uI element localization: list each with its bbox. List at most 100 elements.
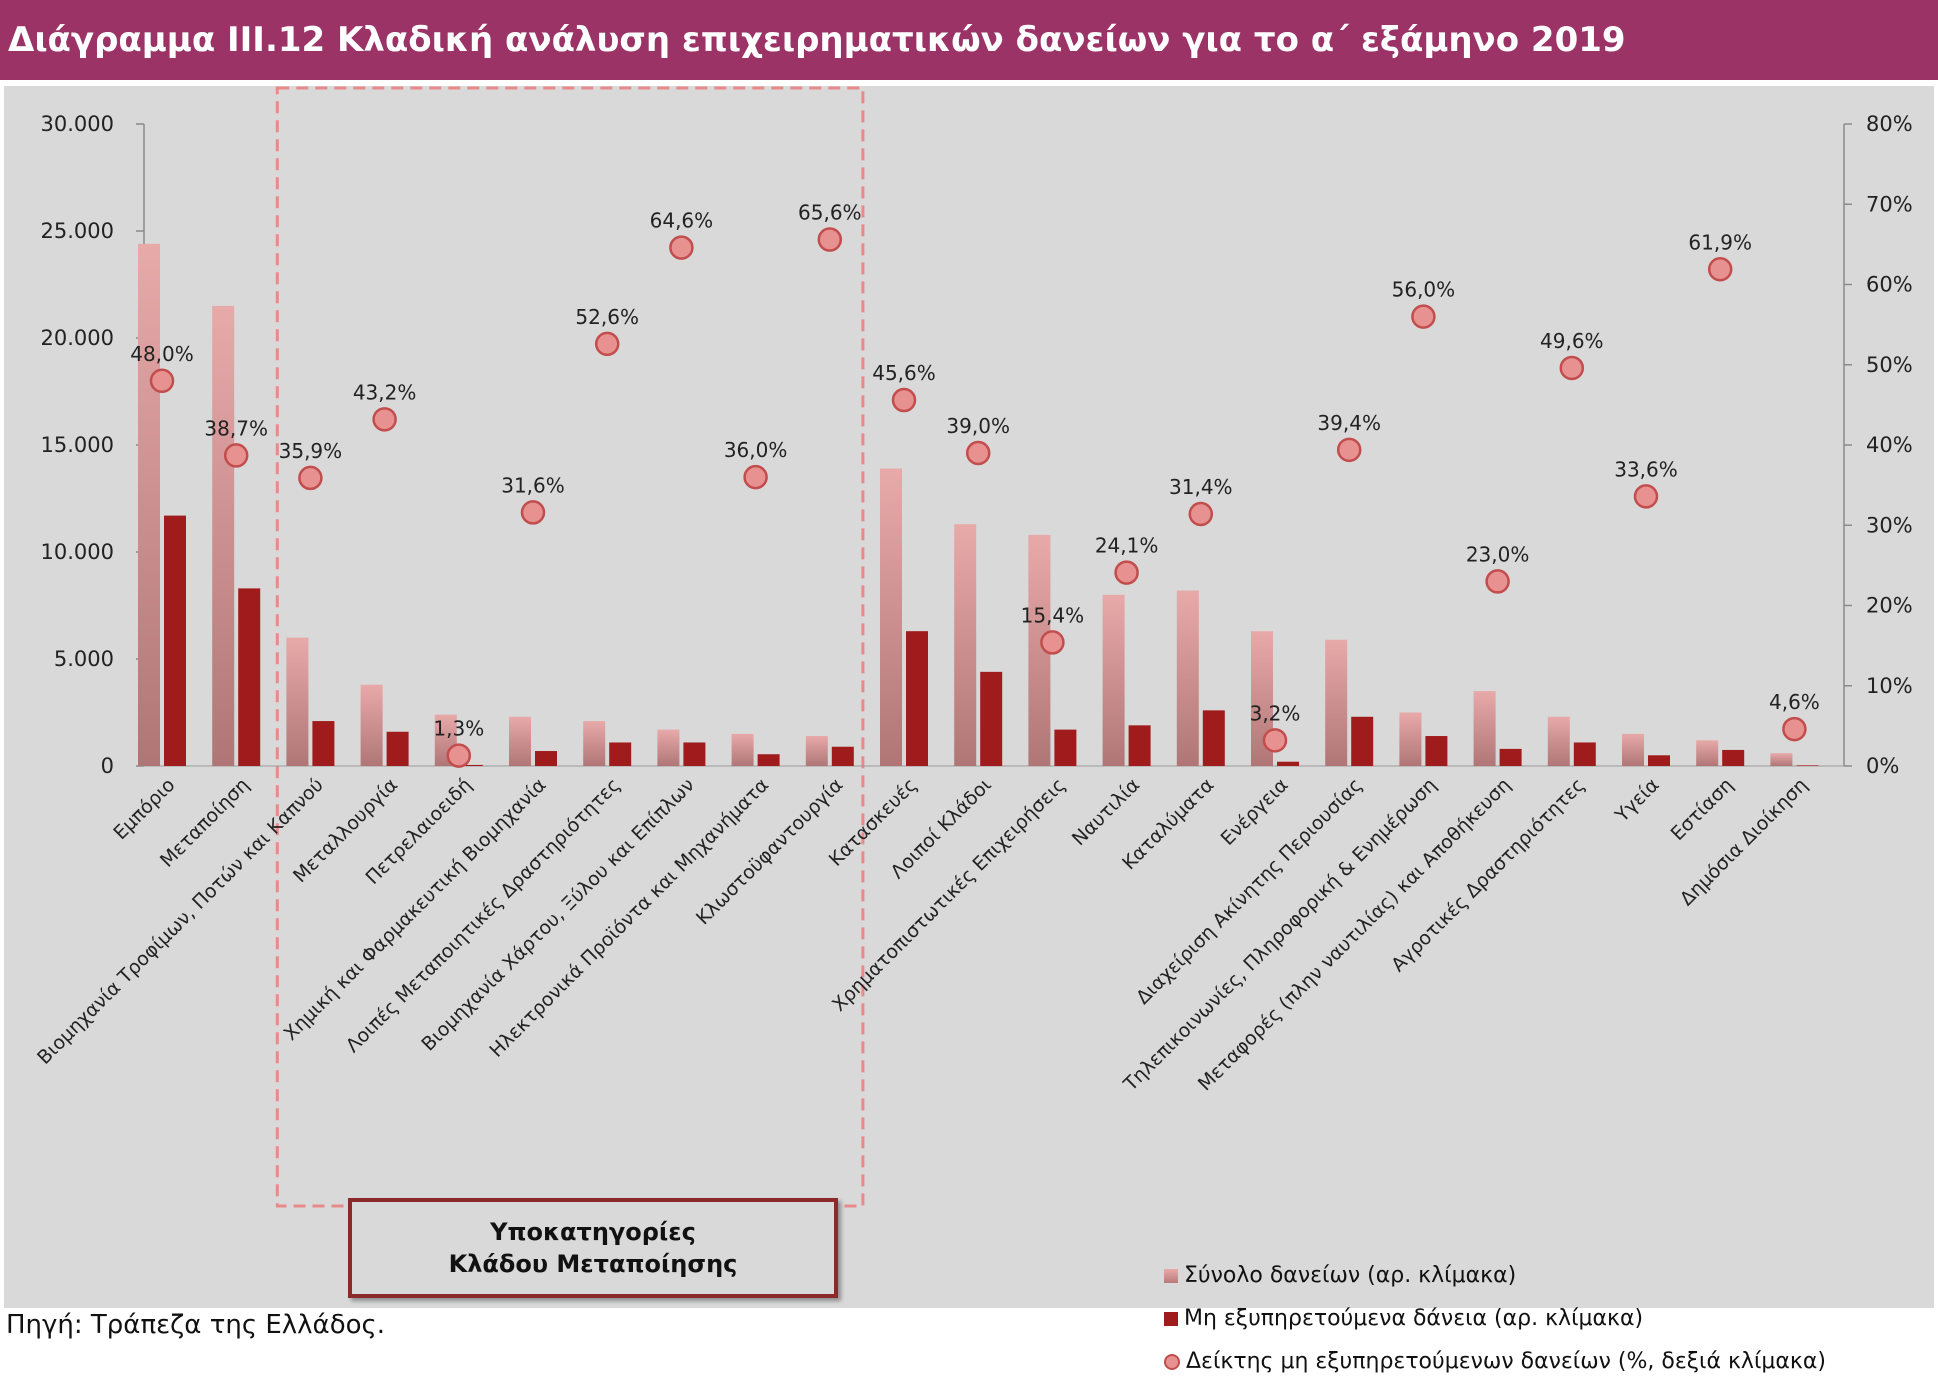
bar-npl bbox=[386, 731, 409, 766]
ratio-marker bbox=[520, 500, 546, 525]
right-axis-tick-label: 80% bbox=[1866, 112, 1913, 136]
bar-total bbox=[805, 736, 828, 766]
ratio-marker bbox=[223, 443, 249, 468]
bar-total bbox=[657, 729, 680, 766]
ratio-marker bbox=[1262, 728, 1288, 753]
ratio-marker bbox=[1485, 569, 1510, 594]
ratio-marker bbox=[1782, 716, 1807, 742]
bar-npl bbox=[1128, 725, 1151, 766]
ratio-marker bbox=[594, 331, 620, 357]
bar-total bbox=[286, 637, 309, 766]
ratio-data-label: 35,9% bbox=[279, 439, 343, 463]
chart-title: Διάγραμμα ΙΙΙ.12 Κλαδική ανάλυση επιχειρ… bbox=[8, 20, 1626, 60]
bar-npl bbox=[757, 754, 780, 766]
bar-total bbox=[583, 721, 606, 766]
bar-npl bbox=[906, 631, 928, 766]
category-label: Λοιπές Μεταποιητικές Δραστηριότητες bbox=[342, 774, 625, 1057]
ratio-data-label: 31,4% bbox=[1169, 475, 1233, 499]
legend-label-npl: Μη εξυπηρετούμενα δάνεια (αρ. κλίμακα) bbox=[1184, 1306, 1644, 1331]
bar-npl bbox=[1054, 729, 1077, 766]
source-note: Πηγή: Τράπεζα της Ελλάδος. bbox=[6, 1310, 386, 1340]
ratio-data-label: 3,2% bbox=[1250, 701, 1301, 725]
bar-npl bbox=[609, 742, 632, 766]
bar-npl bbox=[683, 742, 706, 766]
ratio-data-label: 45,6% bbox=[872, 361, 936, 385]
legend-swatch-ratio bbox=[1164, 1353, 1180, 1370]
bar-npl bbox=[980, 671, 1003, 766]
ratio-data-label: 61,9% bbox=[1688, 230, 1752, 254]
ratio-marker bbox=[1040, 630, 1065, 655]
chart-svg: 0 5.000 10.000 15.000 20.000 25.000 30.000 0% 10… bbox=[33, 86, 1913, 1208]
bar-npl bbox=[1573, 742, 1596, 766]
title-bar: Διάγραμμα ΙΙΙ.12 Κλαδική ανάλυση επιχειρ… bbox=[0, 0, 1938, 80]
right-axis-tick-label: 40% bbox=[1866, 433, 1913, 457]
bar-total bbox=[1547, 716, 1570, 766]
bar-total bbox=[509, 716, 531, 766]
legend: Σύνολο δανείων (αρ. κλίμακα) Μη εξυπηρετ… bbox=[1164, 1254, 1826, 1383]
bar-npl bbox=[1202, 710, 1225, 766]
subcategory-box: Υποκατηγορίες Κλάδου Μεταποίησης bbox=[348, 1198, 838, 1298]
bar-total bbox=[360, 684, 383, 766]
ratio-data-label: 31,6% bbox=[501, 473, 565, 497]
legend-swatch-total bbox=[1164, 1268, 1178, 1283]
left-axis-tick-label: 15.000 bbox=[41, 433, 114, 457]
ratio-marker bbox=[1411, 304, 1436, 329]
legend-item-npl: Μη εξυπηρετούμενα δάνεια (αρ. κλίμακα) bbox=[1164, 1297, 1826, 1340]
bar-total bbox=[138, 243, 160, 767]
legend-item-ratio: Δείκτης μη εξυπηρετούμενων δανείων (%, δ… bbox=[1164, 1340, 1826, 1383]
ratio-data-label: 39,4% bbox=[1317, 411, 1381, 435]
ratio-data-label: 1,3% bbox=[433, 717, 484, 741]
ratio-data-label: 43,2% bbox=[353, 380, 417, 404]
ratio-marker bbox=[1633, 484, 1659, 509]
bar-npl bbox=[1648, 755, 1670, 766]
ratio-data-label: 33,6% bbox=[1614, 457, 1678, 481]
ratio-marker bbox=[372, 407, 397, 432]
bar-npl bbox=[535, 751, 557, 766]
ratio-data-label: 36,0% bbox=[724, 438, 788, 462]
ratio-data-label: 48,0% bbox=[130, 342, 194, 366]
category-label: Ναυτιλία bbox=[1068, 774, 1144, 850]
left-axis-tick-label: 30.000 bbox=[41, 112, 114, 136]
bar-total bbox=[954, 524, 977, 766]
ratio-marker bbox=[891, 387, 917, 413]
bar-total bbox=[1028, 534, 1051, 766]
bar-total bbox=[1176, 590, 1199, 766]
category-label: Βιομηχανία Χάρτου, Ξύλου και Επίπλων bbox=[417, 774, 699, 1056]
legend-swatch-npl bbox=[1164, 1311, 1178, 1326]
category-label: Εμπόριο bbox=[109, 774, 179, 844]
ratio-data-label: 52,6% bbox=[575, 305, 639, 329]
ratio-data-label: 64,6% bbox=[650, 209, 714, 233]
bar-total bbox=[880, 468, 902, 766]
subcategory-line-2: Κλάδου Μεταποίησης bbox=[448, 1250, 738, 1278]
ratio-marker bbox=[149, 368, 175, 394]
ratio-marker bbox=[1336, 437, 1362, 463]
category-label: Υγεία bbox=[1610, 774, 1663, 827]
category-label: Εστίαση bbox=[1667, 774, 1738, 845]
legend-label-ratio: Δείκτης μη εξυπηρετούμενων δανείων (%, δ… bbox=[1186, 1349, 1826, 1374]
ratio-data-label: 24,1% bbox=[1095, 534, 1159, 558]
bar-npl bbox=[1425, 736, 1448, 766]
right-axis-tick-label: 70% bbox=[1866, 192, 1913, 216]
left-axis-tick-label: 25.000 bbox=[41, 219, 114, 243]
bar-total bbox=[212, 305, 235, 766]
bar-npl bbox=[312, 721, 335, 766]
ratio-marker bbox=[1559, 355, 1585, 381]
right-axis-tick-label: 30% bbox=[1866, 513, 1913, 537]
right-axis-tick-label: 10% bbox=[1866, 674, 1913, 698]
ratio-marker bbox=[965, 440, 991, 466]
legend-label-total: Σύνολο δανείων (αρ. κλίμακα) bbox=[1184, 1263, 1517, 1288]
category-label: Ενέργεια bbox=[1217, 774, 1293, 850]
ratio-data-label: 15,4% bbox=[1021, 603, 1085, 627]
bar-npl bbox=[1499, 748, 1522, 766]
bar-npl bbox=[1277, 761, 1299, 766]
ratio-marker bbox=[1114, 560, 1139, 585]
right-axis-tick-label: 50% bbox=[1866, 353, 1913, 377]
bar-total bbox=[1622, 733, 1644, 766]
ratio-data-label: 23,0% bbox=[1466, 542, 1530, 566]
left-axis-tick-label: 10.000 bbox=[41, 540, 114, 564]
bar-npl bbox=[1796, 765, 1819, 766]
ratio-data-label: 49,6% bbox=[1540, 329, 1604, 353]
category-label: Δημόσια Διοίκηση bbox=[1676, 774, 1812, 910]
ratio-marker bbox=[298, 465, 323, 491]
bar-total bbox=[1399, 712, 1422, 766]
